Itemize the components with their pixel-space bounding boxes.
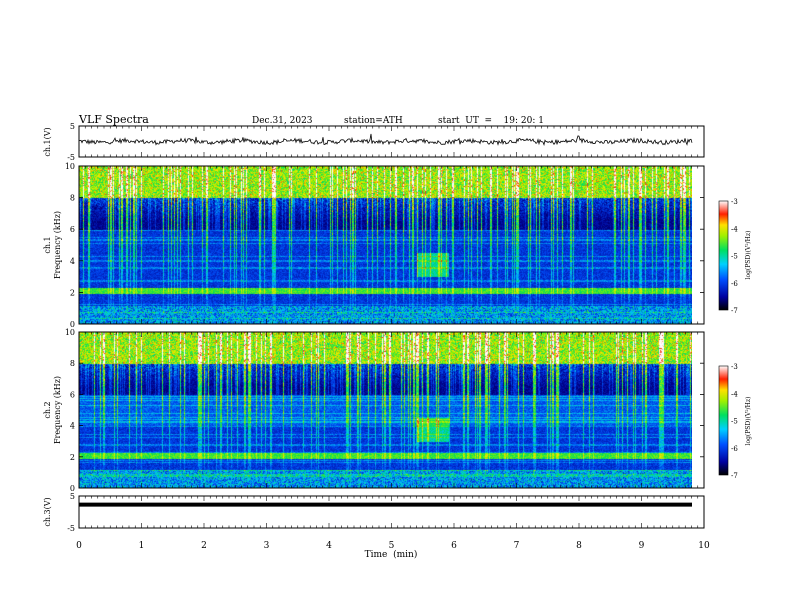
- ch1-waveform-panel: 5 -5 ch.1(V): [43, 122, 705, 162]
- ch2-freq-tick-4: 4: [70, 422, 75, 431]
- ch1-freq-tick-0: 0: [70, 320, 75, 329]
- x-axis-minor-ticks: [78, 126, 705, 528]
- ch2-freq-tick-6: 6: [70, 390, 75, 399]
- ch2-freq-ticks: 10 8 6 4 2 0: [65, 328, 704, 493]
- ch2-colorbar-tick--6: -6: [731, 445, 738, 453]
- figure-title: VLF Spectra: [78, 113, 149, 126]
- ch1-colorbar-tick--3: -3: [731, 198, 738, 206]
- ch2-freq-tick-2: 2: [70, 453, 75, 462]
- ch1-freq-tick-6: 6: [70, 225, 75, 234]
- x-tick-label-7: 7: [514, 541, 520, 551]
- ch2-channel-label: ch.2: [43, 401, 52, 418]
- ch3-ytick-bottom: -5: [67, 524, 75, 533]
- ch1-freq-tick-4: 4: [70, 257, 75, 266]
- ch1-freq-tick-2: 2: [70, 288, 75, 297]
- ch2-freq-tick-8: 8: [70, 359, 75, 368]
- ch2-colorbar-tick--5: -5: [731, 418, 738, 426]
- date-label: Dec.31, 2023: [252, 116, 313, 126]
- start-time-label: start UT = 19: 20: 1: [438, 116, 544, 126]
- x-axis-label: Time (min): [365, 549, 418, 560]
- x-tick-label-5: 5: [389, 541, 395, 551]
- x-tick-label-8: 8: [576, 541, 582, 551]
- ch1-freq-tick-8: 8: [70, 194, 75, 203]
- ch1-colorbar-ticks: -3 -4 -5 -6 -7: [731, 198, 738, 315]
- ch1-colorbar-tick--5: -5: [731, 253, 738, 261]
- ch1-waveform-ylabel: ch.1(V): [43, 127, 52, 156]
- x-tick-label-3: 3: [264, 541, 270, 551]
- ch2-colorbar-tick--3: -3: [731, 363, 738, 371]
- ch1-freq-ticks: 10 8 6 4 2 0: [65, 162, 704, 329]
- ch1-colorbar: [718, 200, 729, 311]
- ch1-freq-axis-label: Frequency (kHz): [53, 211, 62, 279]
- ch2-spectrogram-image: [79, 332, 692, 488]
- station-label: station=ATH: [344, 116, 403, 126]
- x-tick-label-4: 4: [326, 541, 332, 551]
- x-tick-label-10: 10: [698, 541, 710, 551]
- ch3-waveform-panel: 5 -5 ch.3(V): [43, 492, 705, 533]
- ch2-colorbar-ticks: -3 -4 -5 -6 -7: [731, 363, 738, 480]
- ch2-colorbar-label: log(PSD)(V²/Hz): [745, 397, 752, 446]
- x-tick-label-0: 0: [76, 541, 82, 551]
- ch2-freq-tick-10: 10: [65, 328, 75, 337]
- x-tick-label-2: 2: [201, 541, 207, 551]
- ch2-freq-axis-label: Frequency (kHz): [53, 376, 62, 444]
- ch1-waveform-line: [78, 133, 693, 147]
- x-tick-label-9: 9: [639, 541, 645, 551]
- ch1-channel-label: ch.1: [43, 236, 52, 253]
- ch3-ytick-top: 5: [70, 492, 75, 501]
- ch1-colorbar-label: log(PSD)(V²/Hz): [745, 231, 752, 280]
- ch1-spectrogram-image: [79, 166, 692, 324]
- ch3-waveform-frame: [78, 495, 705, 529]
- ch1-ytick-bottom: -5: [67, 153, 75, 162]
- ch2-colorbar-tick--7: -7: [731, 472, 738, 480]
- x-tick-label-1: 1: [139, 541, 145, 551]
- ch1-colorbar-tick--6: -6: [731, 280, 738, 288]
- ch3-waveform-ylabel: ch.3(V): [43, 497, 52, 526]
- ch1-freq-tick-10: 10: [65, 162, 75, 171]
- ch2-colorbar: [718, 365, 729, 476]
- ch1-colorbar-tick--7: -7: [731, 307, 738, 315]
- x-axis-tick-labels: 0 1 2 3 4 5 6 7 8 9 10: [76, 541, 710, 551]
- ch2-freq-tick-0: 0: [70, 484, 75, 493]
- x-tick-label-6: 6: [451, 541, 457, 551]
- ch1-colorbar-tick--4: -4: [731, 225, 738, 233]
- ch2-colorbar-tick--4: -4: [731, 390, 738, 398]
- ch1-ytick-top: 5: [70, 122, 75, 131]
